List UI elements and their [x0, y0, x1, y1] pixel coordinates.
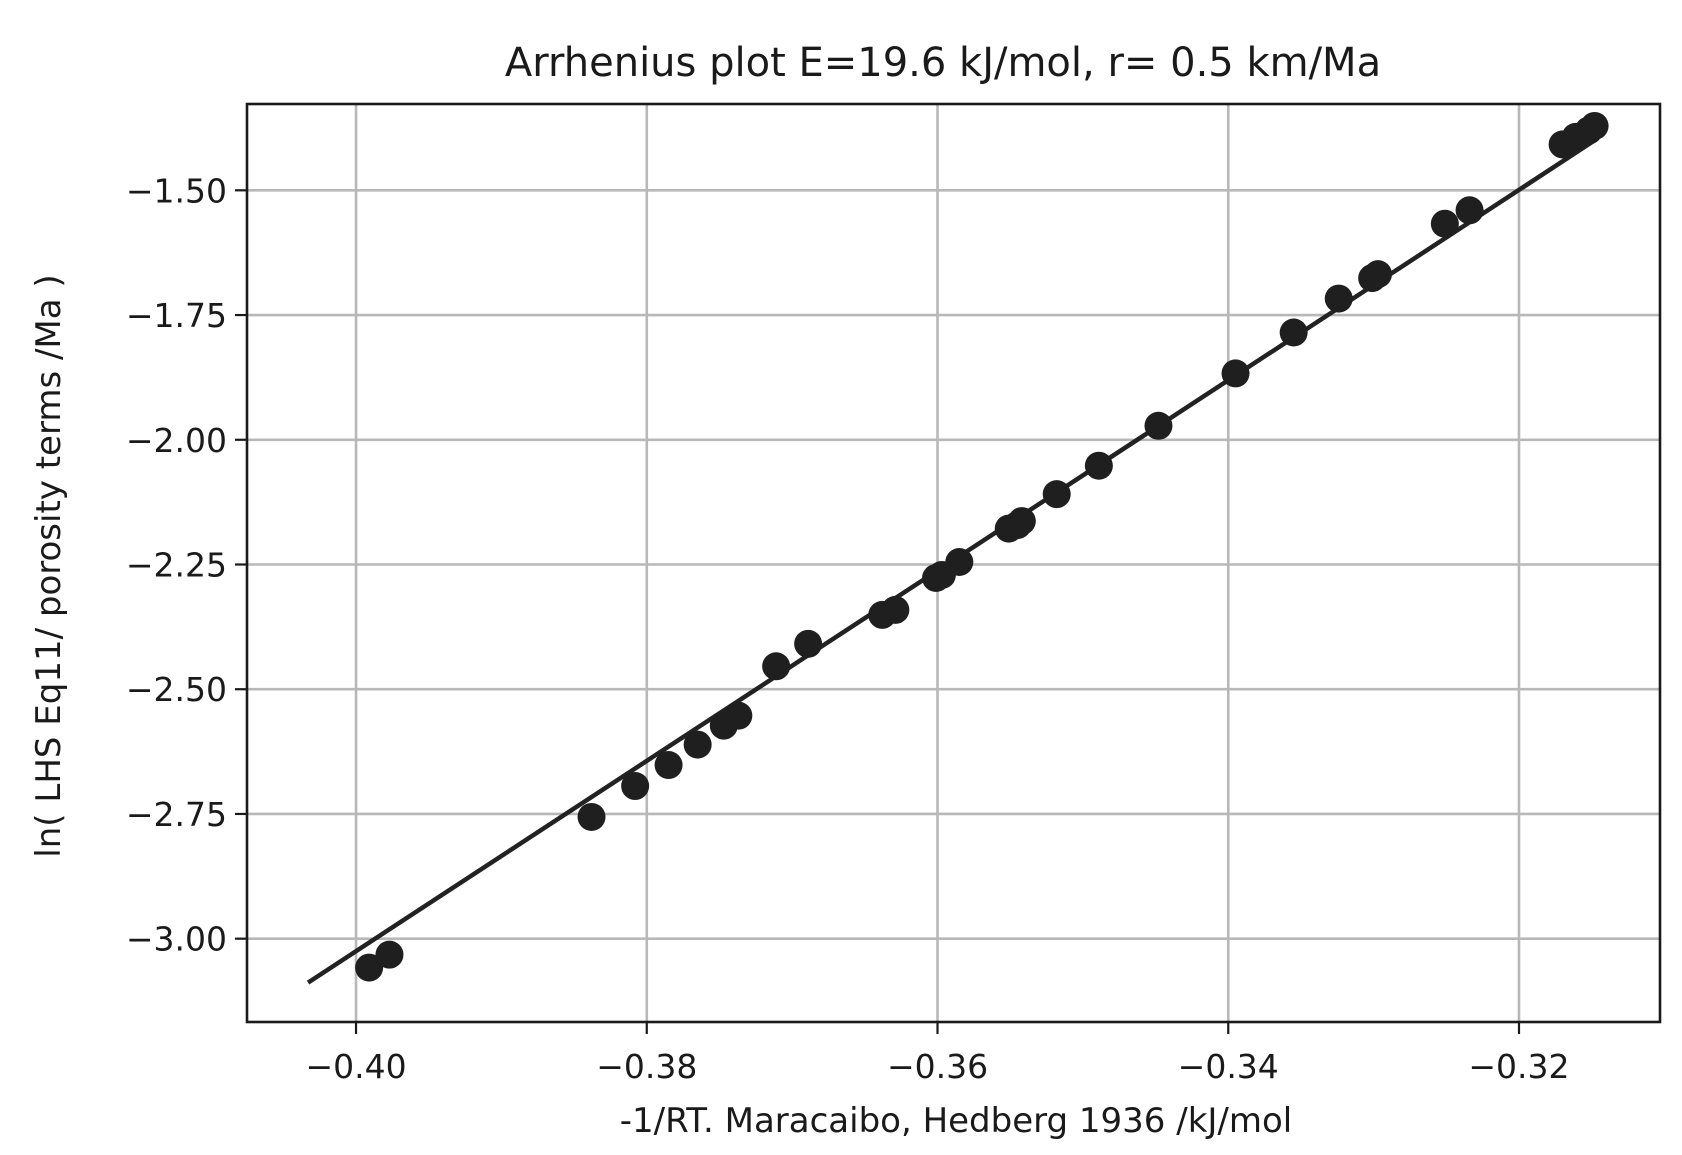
- x-tick-label: −0.34: [1178, 1047, 1279, 1086]
- x-tick-label: −0.40: [305, 1047, 406, 1086]
- axis-ticks: −0.40 −0.38 −0.36 −0.34 −0.32 −1.50 −1.75 −2.00…: [126, 171, 1570, 1086]
- data-point: [683, 730, 712, 759]
- y-tick-label: −2.50: [126, 670, 227, 709]
- y-tick-label: −1.75: [126, 296, 227, 335]
- y-tick-label: −2.75: [126, 795, 227, 834]
- data-point: [1007, 507, 1036, 536]
- data-point: [355, 953, 384, 982]
- data-point: [1279, 318, 1308, 347]
- data-point: [621, 772, 650, 801]
- y-axis-label: ln( LHS Eq11/ porosity terms /Ma ): [29, 274, 69, 857]
- data-point: [1430, 209, 1459, 238]
- data-point: [1324, 284, 1353, 313]
- x-tick-label: −0.38: [596, 1047, 697, 1086]
- y-tick-label: −3.00: [126, 920, 227, 959]
- x-axis-label: -1/RT. Maracaibo, Hedberg 1936 /kJ/mol: [620, 1101, 1292, 1141]
- data-point: [577, 802, 606, 831]
- data-point: [1084, 451, 1113, 480]
- data-point: [1144, 411, 1173, 440]
- data-point: [1455, 196, 1484, 225]
- data-point: [794, 629, 823, 658]
- data-point: [1221, 359, 1250, 388]
- data-points: [355, 111, 1609, 982]
- data-point: [1042, 480, 1071, 509]
- data-point: [945, 548, 974, 577]
- plot-frame: [245, 102, 1662, 1024]
- y-tick-label: −1.50: [126, 171, 227, 210]
- data-point: [375, 940, 404, 969]
- data-point: [762, 652, 791, 681]
- x-tick-label: −0.32: [1468, 1047, 1569, 1086]
- y-tick-label: −2.00: [126, 421, 227, 460]
- x-tick-label: −0.36: [887, 1047, 988, 1086]
- data-point: [724, 701, 753, 730]
- y-tick-label: −2.25: [126, 545, 227, 584]
- data-point: [1363, 260, 1392, 289]
- data-point: [654, 751, 683, 780]
- data-point: [881, 595, 910, 624]
- data-point: [1580, 111, 1609, 140]
- chart-title: Arrhenius plot E=19.6 kJ/mol, r= 0.5 km/…: [505, 40, 1381, 86]
